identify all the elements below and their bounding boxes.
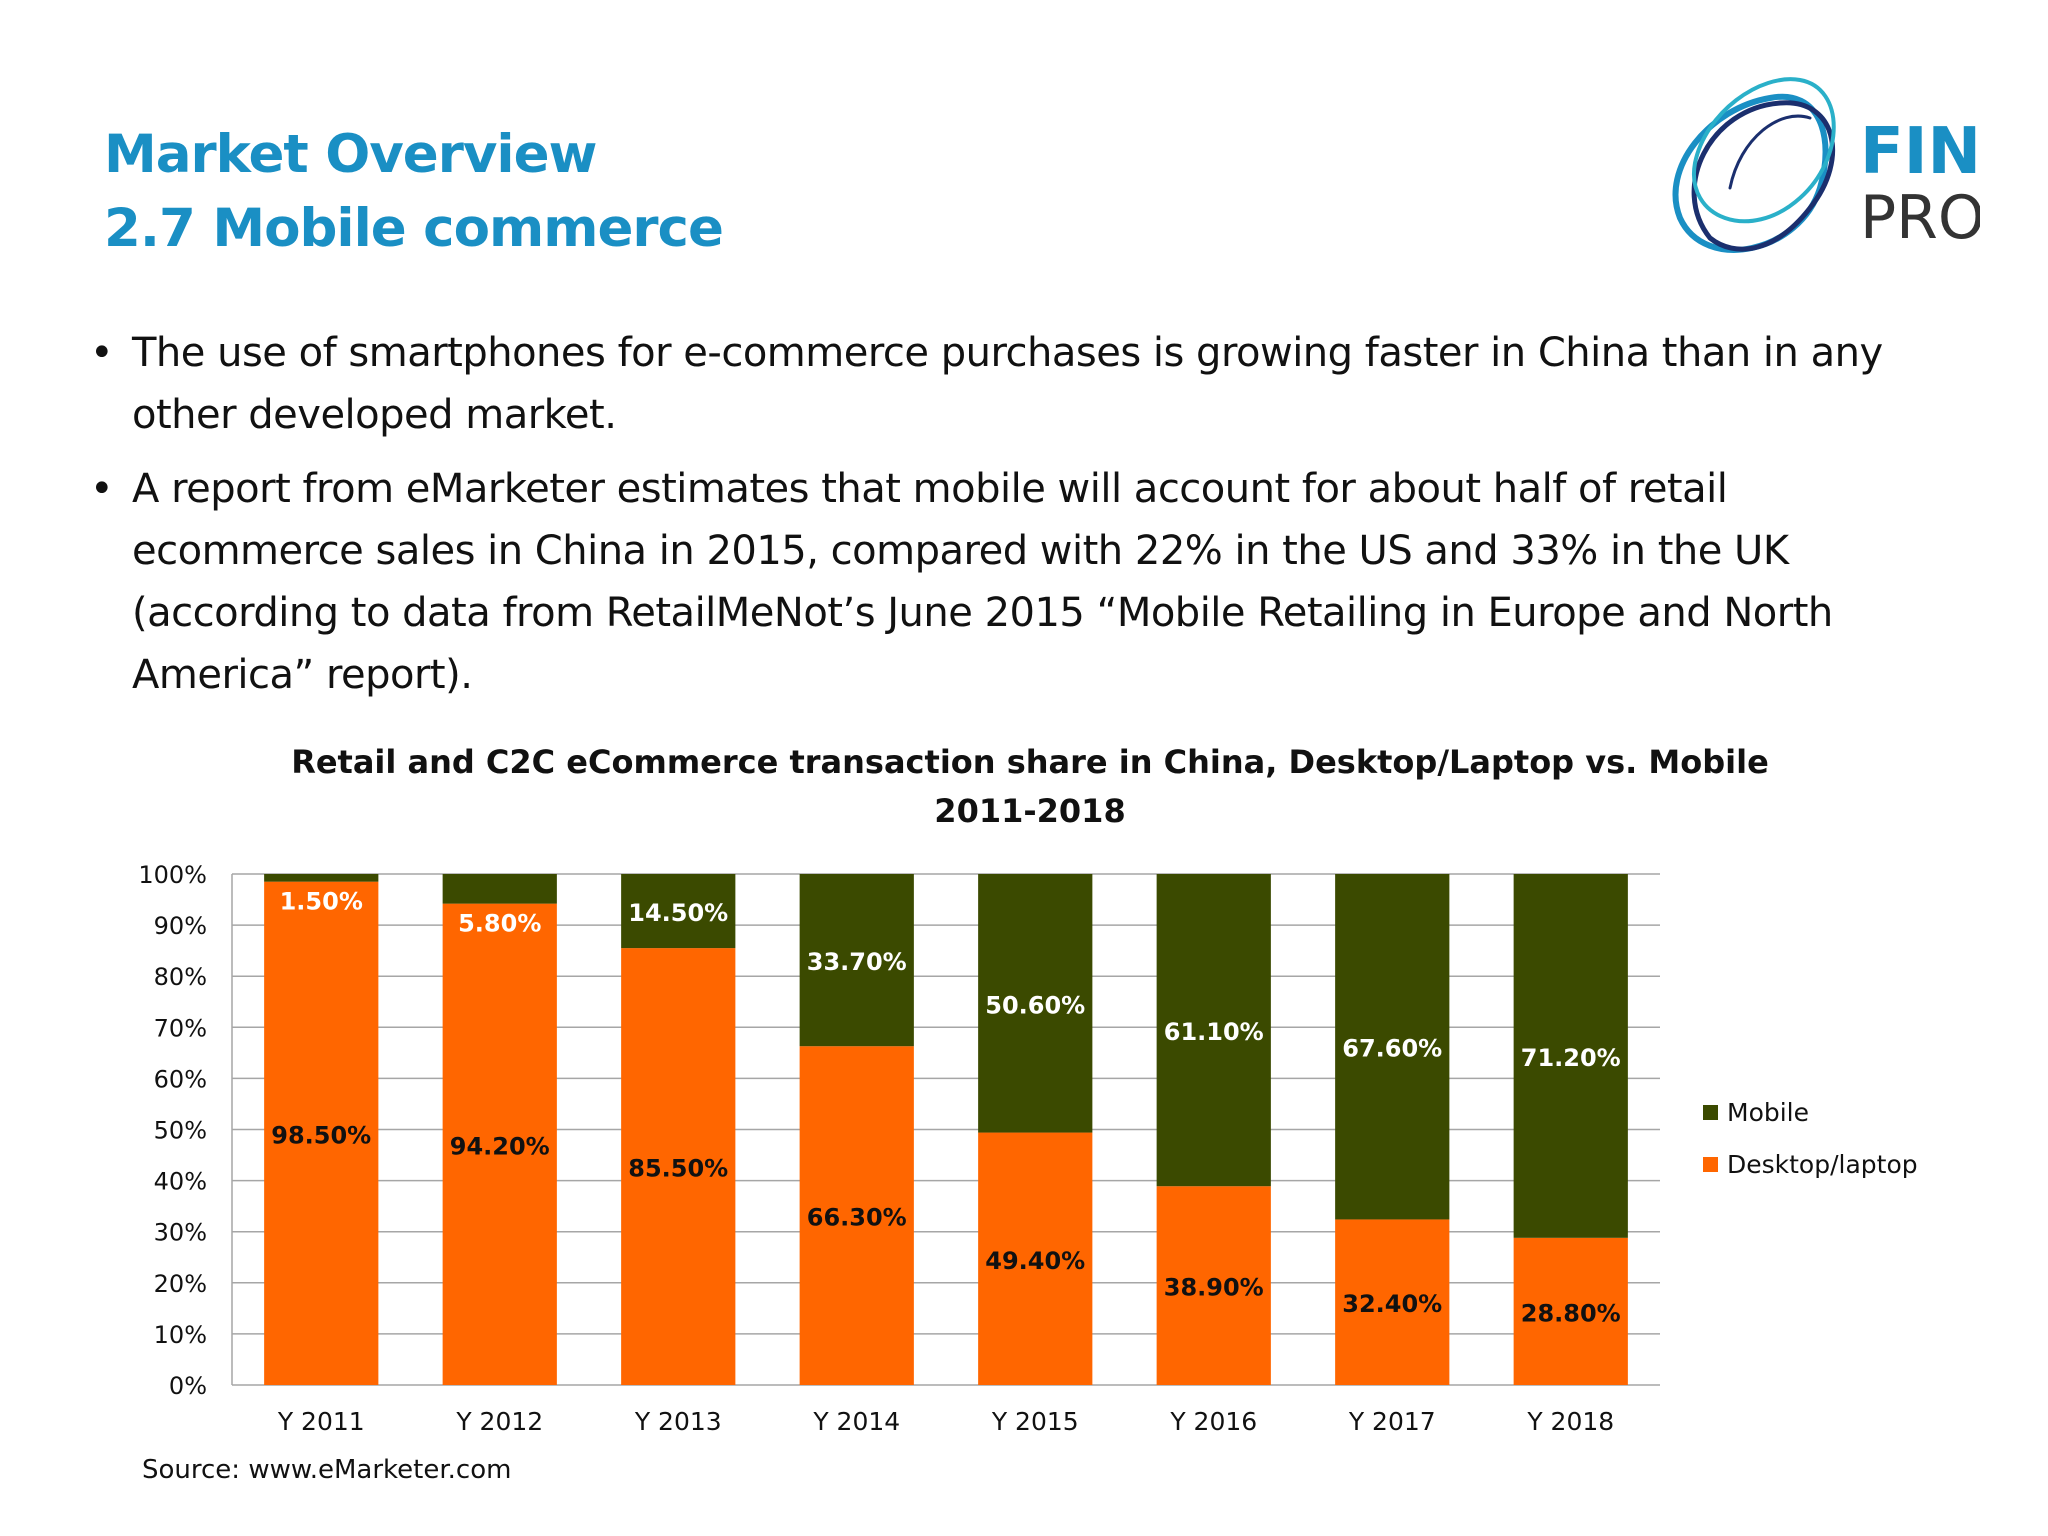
bar-mobile-1 [264, 874, 379, 882]
x-tick-label-4: Y 2014 [812, 1407, 900, 1436]
data-label-mobile-4: 33.70% [807, 948, 907, 976]
data-label-mobile-8: 71.20% [1521, 1044, 1621, 1072]
x-tick-label-2: Y 2012 [455, 1407, 543, 1436]
source-note: Source: www.eMarketer.com [142, 1455, 512, 1485]
data-label-desktop-7: 32.40% [1342, 1290, 1442, 1318]
x-tick-label-7: Y 2017 [1348, 1407, 1436, 1436]
bar-desktop-4 [799, 1046, 914, 1385]
x-tick-label-1: Y 2011 [277, 1407, 365, 1436]
bullet-dot-1: • [90, 330, 114, 376]
y-tick-label-10: 100% [138, 861, 207, 889]
y-tick-label-2: 20% [154, 1270, 207, 1298]
y-tick-label-9: 90% [154, 912, 207, 940]
slide-title: Market Overview 2.7 Mobile commerce [104, 118, 724, 266]
data-label-desktop-4: 66.30% [807, 1204, 907, 1232]
title-line-1: Market Overview [104, 124, 598, 185]
y-tick-label-5: 50% [154, 1117, 207, 1145]
bar-desktop-2 [442, 903, 557, 1385]
bar-mobile-3 [621, 874, 736, 949]
bar-desktop-6 [1156, 1186, 1271, 1385]
title-line-2: 2.7 Mobile commerce [104, 198, 724, 259]
chart-title: Retail and C2C eCommerce transaction sha… [280, 738, 1780, 836]
chart-title-line-2: 2011-2018 [934, 792, 1126, 830]
data-label-desktop-2: 94.20% [450, 1132, 550, 1160]
legend-label-2: Desktop/laptop [1727, 1150, 1918, 1179]
data-label-mobile-1: 1.50% [280, 888, 363, 916]
bar-mobile-2 [442, 874, 557, 904]
bar-mobile-7 [1335, 874, 1450, 1220]
data-label-desktop-8: 28.80% [1521, 1299, 1621, 1327]
bar-desktop-5 [978, 1132, 1093, 1385]
data-label-desktop-1: 98.50% [271, 1121, 371, 1149]
bullet-text-2: A report from eMarketer estimates that m… [132, 466, 1833, 698]
data-label-mobile-2: 5.80% [458, 910, 541, 938]
data-label-desktop-6: 38.90% [1164, 1274, 1264, 1302]
legend-swatch-2 [1703, 1157, 1718, 1172]
data-label-mobile-3: 14.50% [628, 899, 728, 927]
data-label-mobile-6: 61.10% [1164, 1018, 1264, 1046]
bar-desktop-3 [621, 948, 736, 1385]
bar-desktop-8 [1513, 1237, 1628, 1385]
data-label-desktop-3: 85.50% [628, 1155, 728, 1183]
x-tick-label-8: Y 2018 [1526, 1407, 1614, 1436]
finpro-logo: FIN PRO [1672, 77, 1980, 253]
logo-text-fin: FIN [1860, 115, 1980, 189]
x-tick-label-5: Y 2015 [991, 1407, 1079, 1436]
bar-mobile-5 [978, 874, 1093, 1133]
data-label-mobile-5: 50.60% [985, 991, 1085, 1019]
legend-label-1: Mobile [1727, 1098, 1809, 1127]
y-tick-label-8: 80% [154, 963, 207, 991]
y-tick-label-6: 60% [154, 1065, 207, 1093]
bullet-list: • The use of smartphones for e-commerce … [90, 322, 1970, 718]
bar-mobile-4 [799, 874, 914, 1047]
y-tick-label-7: 70% [154, 1014, 207, 1042]
y-tick-label-4: 40% [154, 1168, 207, 1196]
bullet-item-1: • The use of smartphones for e-commerce … [90, 322, 1970, 446]
x-tick-label-3: Y 2013 [634, 1407, 722, 1436]
y-tick-label-1: 10% [154, 1321, 207, 1349]
bar-desktop-7 [1335, 1219, 1450, 1385]
x-tick-label-6: Y 2016 [1169, 1407, 1257, 1436]
y-tick-label-0: 0% [169, 1372, 207, 1400]
chart-title-line-1: Retail and C2C eCommerce transaction sha… [291, 743, 1769, 781]
legend-swatch-1 [1703, 1105, 1718, 1120]
y-tick-label-3: 30% [154, 1219, 207, 1247]
bar-desktop-1 [264, 881, 379, 1385]
bar-mobile-6 [1156, 874, 1271, 1187]
logo-text-pro: PRO [1860, 183, 1980, 253]
data-label-mobile-7: 67.60% [1342, 1035, 1442, 1063]
data-label-desktop-5: 49.40% [985, 1247, 1085, 1275]
bullet-dot-2: • [90, 466, 114, 512]
bullet-text-1: The use of smartphones for e-commerce pu… [132, 330, 1883, 438]
bar-mobile-8 [1513, 874, 1628, 1238]
bullet-item-2: • A report from eMarketer estimates that… [90, 458, 1970, 706]
